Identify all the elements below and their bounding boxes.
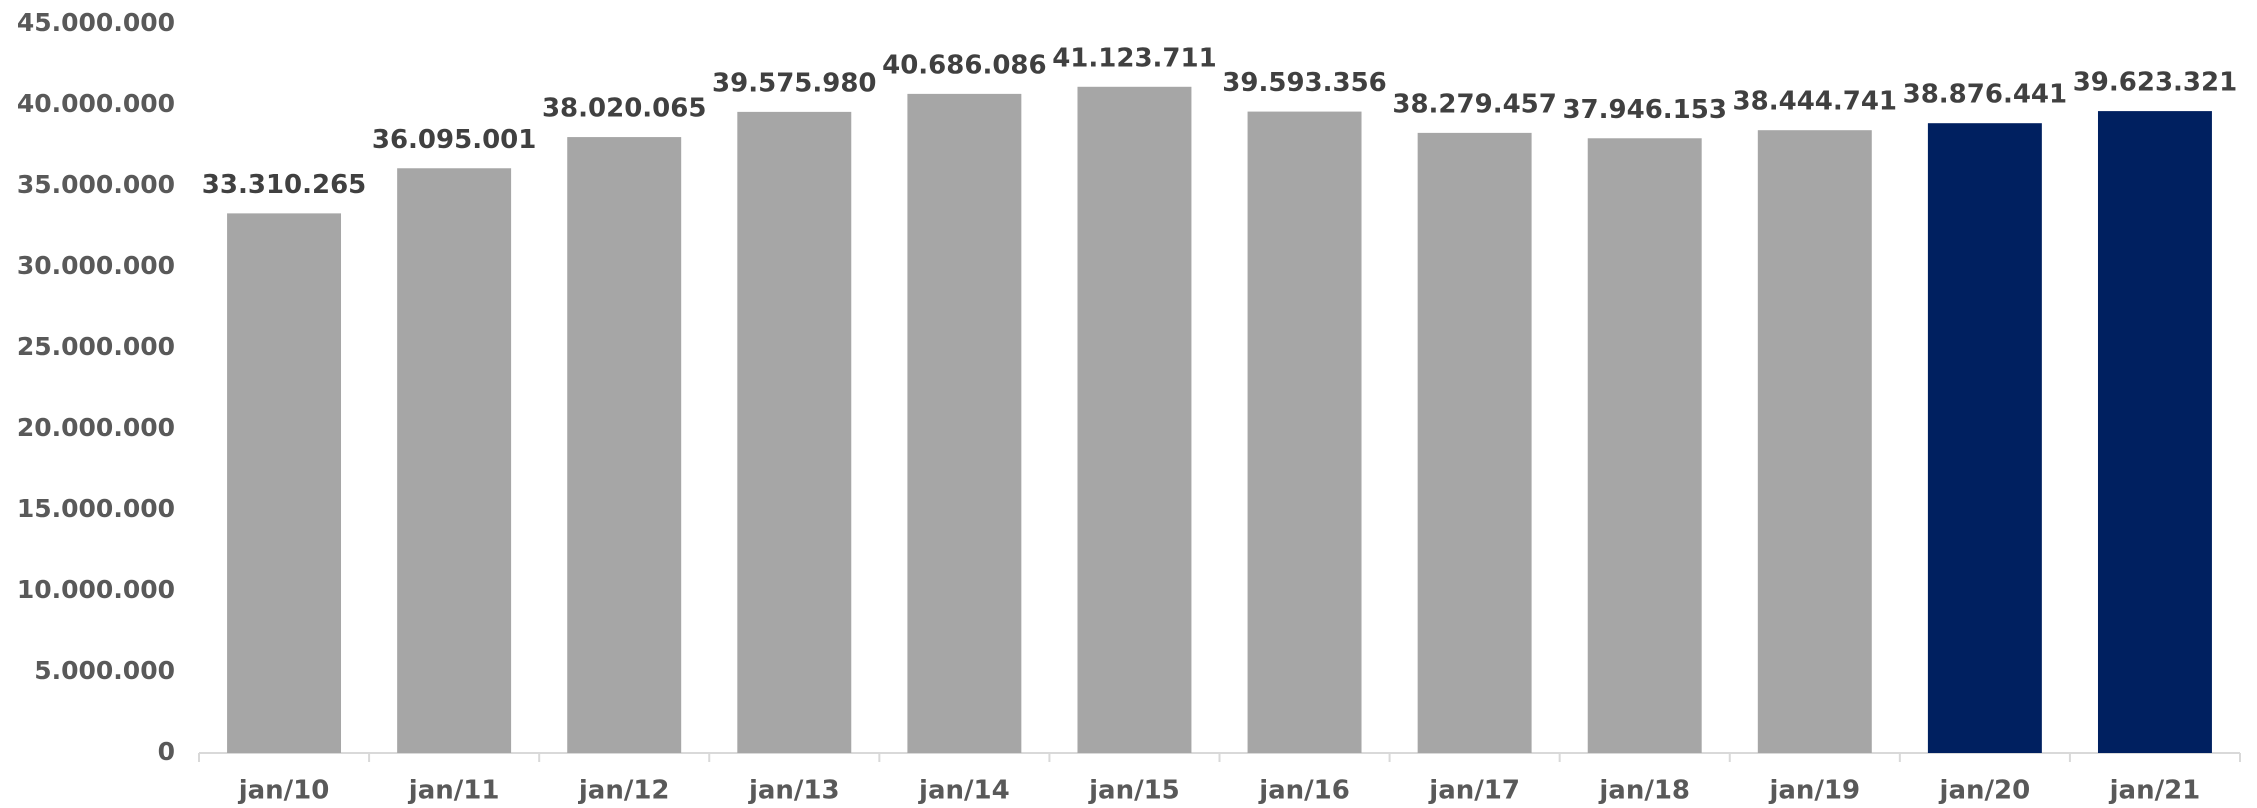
data-label: 38.876.441 <box>1903 80 2067 110</box>
x-tick-label: jan/15 <box>1088 776 1180 806</box>
data-label: 39.575.980 <box>712 68 876 98</box>
bar <box>1587 138 1702 753</box>
data-label: 33.310.265 <box>202 170 366 200</box>
data-label: 38.020.065 <box>542 94 706 124</box>
bar <box>2097 111 2212 754</box>
data-label: 41.123.711 <box>1052 43 1216 73</box>
bar <box>907 93 1022 754</box>
bar <box>1927 123 2042 753</box>
x-tick-label: jan/21 <box>2109 776 2201 806</box>
x-tick-label: jan/19 <box>1768 776 1860 806</box>
y-tick-label: 0 <box>158 737 175 766</box>
x-tick-label: jan/13 <box>748 776 840 806</box>
y-tick-label: 30.000.000 <box>17 251 175 280</box>
y-tick-label: 35.000.000 <box>17 170 175 199</box>
bar <box>737 111 852 753</box>
bar <box>1077 86 1192 753</box>
bar <box>1417 132 1532 753</box>
x-tick-label: jan/10 <box>238 776 330 806</box>
x-tick-label: jan/12 <box>578 776 670 806</box>
x-tick-label: jan/11 <box>408 776 500 806</box>
data-label: 39.593.356 <box>1222 68 1386 98</box>
x-tick-label: jan/16 <box>1258 776 1350 806</box>
y-tick-label: 20.000.000 <box>17 413 175 442</box>
y-tick-label: 25.000.000 <box>17 332 175 361</box>
data-label: 36.095.001 <box>372 125 536 155</box>
x-tick-label: jan/20 <box>1939 776 2031 806</box>
bar <box>1757 130 1872 753</box>
y-tick-label: 10.000.000 <box>17 575 175 604</box>
data-label: 39.623.321 <box>2073 68 2237 98</box>
data-label: 38.444.741 <box>1733 87 1897 117</box>
data-label: 37.946.153 <box>1562 95 1726 125</box>
y-tick-label: 5.000.000 <box>34 656 175 685</box>
y-tick-label: 15.000.000 <box>17 494 175 523</box>
x-tick-label: jan/17 <box>1428 776 1520 806</box>
data-label: 40.686.086 <box>882 50 1046 80</box>
y-tick-label: 45.000.000 <box>17 8 175 37</box>
bar <box>227 213 342 753</box>
bar <box>567 137 682 753</box>
bar <box>397 168 512 753</box>
x-tick-label: jan/18 <box>1598 776 1690 806</box>
bar <box>1247 111 1362 753</box>
y-tick-label: 40.000.000 <box>17 89 175 118</box>
data-label: 38.279.457 <box>1392 89 1556 119</box>
x-tick-label: jan/14 <box>918 776 1010 806</box>
